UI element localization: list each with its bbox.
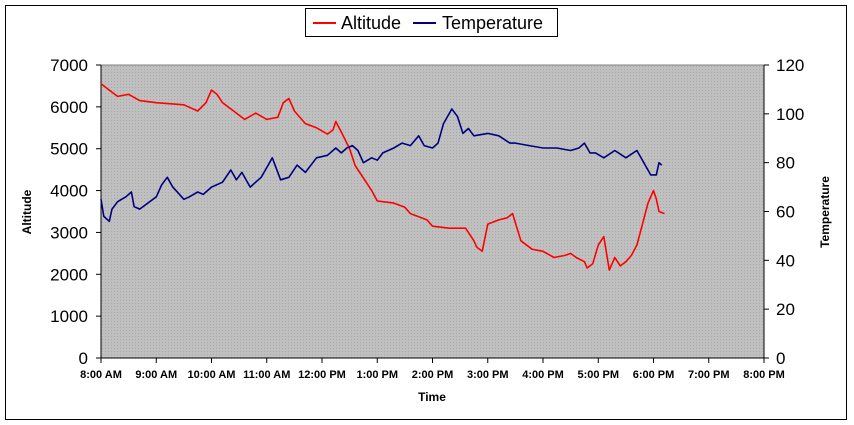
left-axis-title: Altitude <box>20 189 34 234</box>
x-tick-label: 3:00 PM <box>467 369 509 381</box>
left-tick-label: 4000 <box>50 182 88 201</box>
x-tick-label: 9:00 AM <box>135 369 177 381</box>
left-tick-label: 6000 <box>50 98 88 117</box>
series-line-altitude <box>100 83 665 271</box>
left-tick-label: 2000 <box>50 265 88 284</box>
right-axis-title: Temperature <box>818 176 832 248</box>
x-axis-ticks: 8:00 AM 9:00 AM 10:00 AM 11:00 AM 12:00 PM 1:… <box>80 358 785 381</box>
plot-area <box>100 64 765 359</box>
left-tick-label: 3000 <box>50 223 88 242</box>
left-axis-ticks: 0 1000 2000 3000 4000 5000 6000 7000 <box>50 56 101 368</box>
legend-label-temperature: Temperature <box>442 13 543 33</box>
x-tick-label: 8:00 PM <box>743 369 785 381</box>
right-tick-label: 0 <box>776 349 785 368</box>
x-tick-label: 10:00 AM <box>188 369 236 381</box>
series-line-temperature <box>100 108 663 223</box>
right-tick-label: 100 <box>776 105 804 124</box>
x-axis-title: Time <box>418 390 446 404</box>
legend: Altitude Temperature <box>305 8 558 37</box>
x-tick-label: 6:00 PM <box>633 369 675 381</box>
right-tick-label: 40 <box>776 251 795 270</box>
left-tick-label: 5000 <box>50 140 88 159</box>
x-tick-label: 2:00 PM <box>412 369 454 381</box>
x-tick-label: 1:00 PM <box>356 369 398 381</box>
x-tick-label: 7:00 PM <box>688 369 730 381</box>
right-tick-label: 60 <box>776 203 795 222</box>
legend-label-altitude: Altitude <box>341 13 401 33</box>
right-tick-label: 80 <box>776 154 795 173</box>
x-tick-label: 5:00 PM <box>577 369 619 381</box>
x-tick-label: 12:00 PM <box>298 369 346 381</box>
x-tick-label: 4:00 PM <box>522 369 564 381</box>
left-tick-label: 1000 <box>50 307 88 326</box>
left-tick-label: 0 <box>79 349 88 368</box>
right-tick-label: 20 <box>776 300 795 319</box>
x-tick-label: 11:00 AM <box>243 369 290 381</box>
right-tick-label: 120 <box>776 56 804 75</box>
x-tick-label: 8:00 AM <box>80 369 122 381</box>
left-tick-label: 7000 <box>50 56 88 75</box>
right-axis-ticks: 0 20 40 60 80 100 120 <box>764 56 804 368</box>
